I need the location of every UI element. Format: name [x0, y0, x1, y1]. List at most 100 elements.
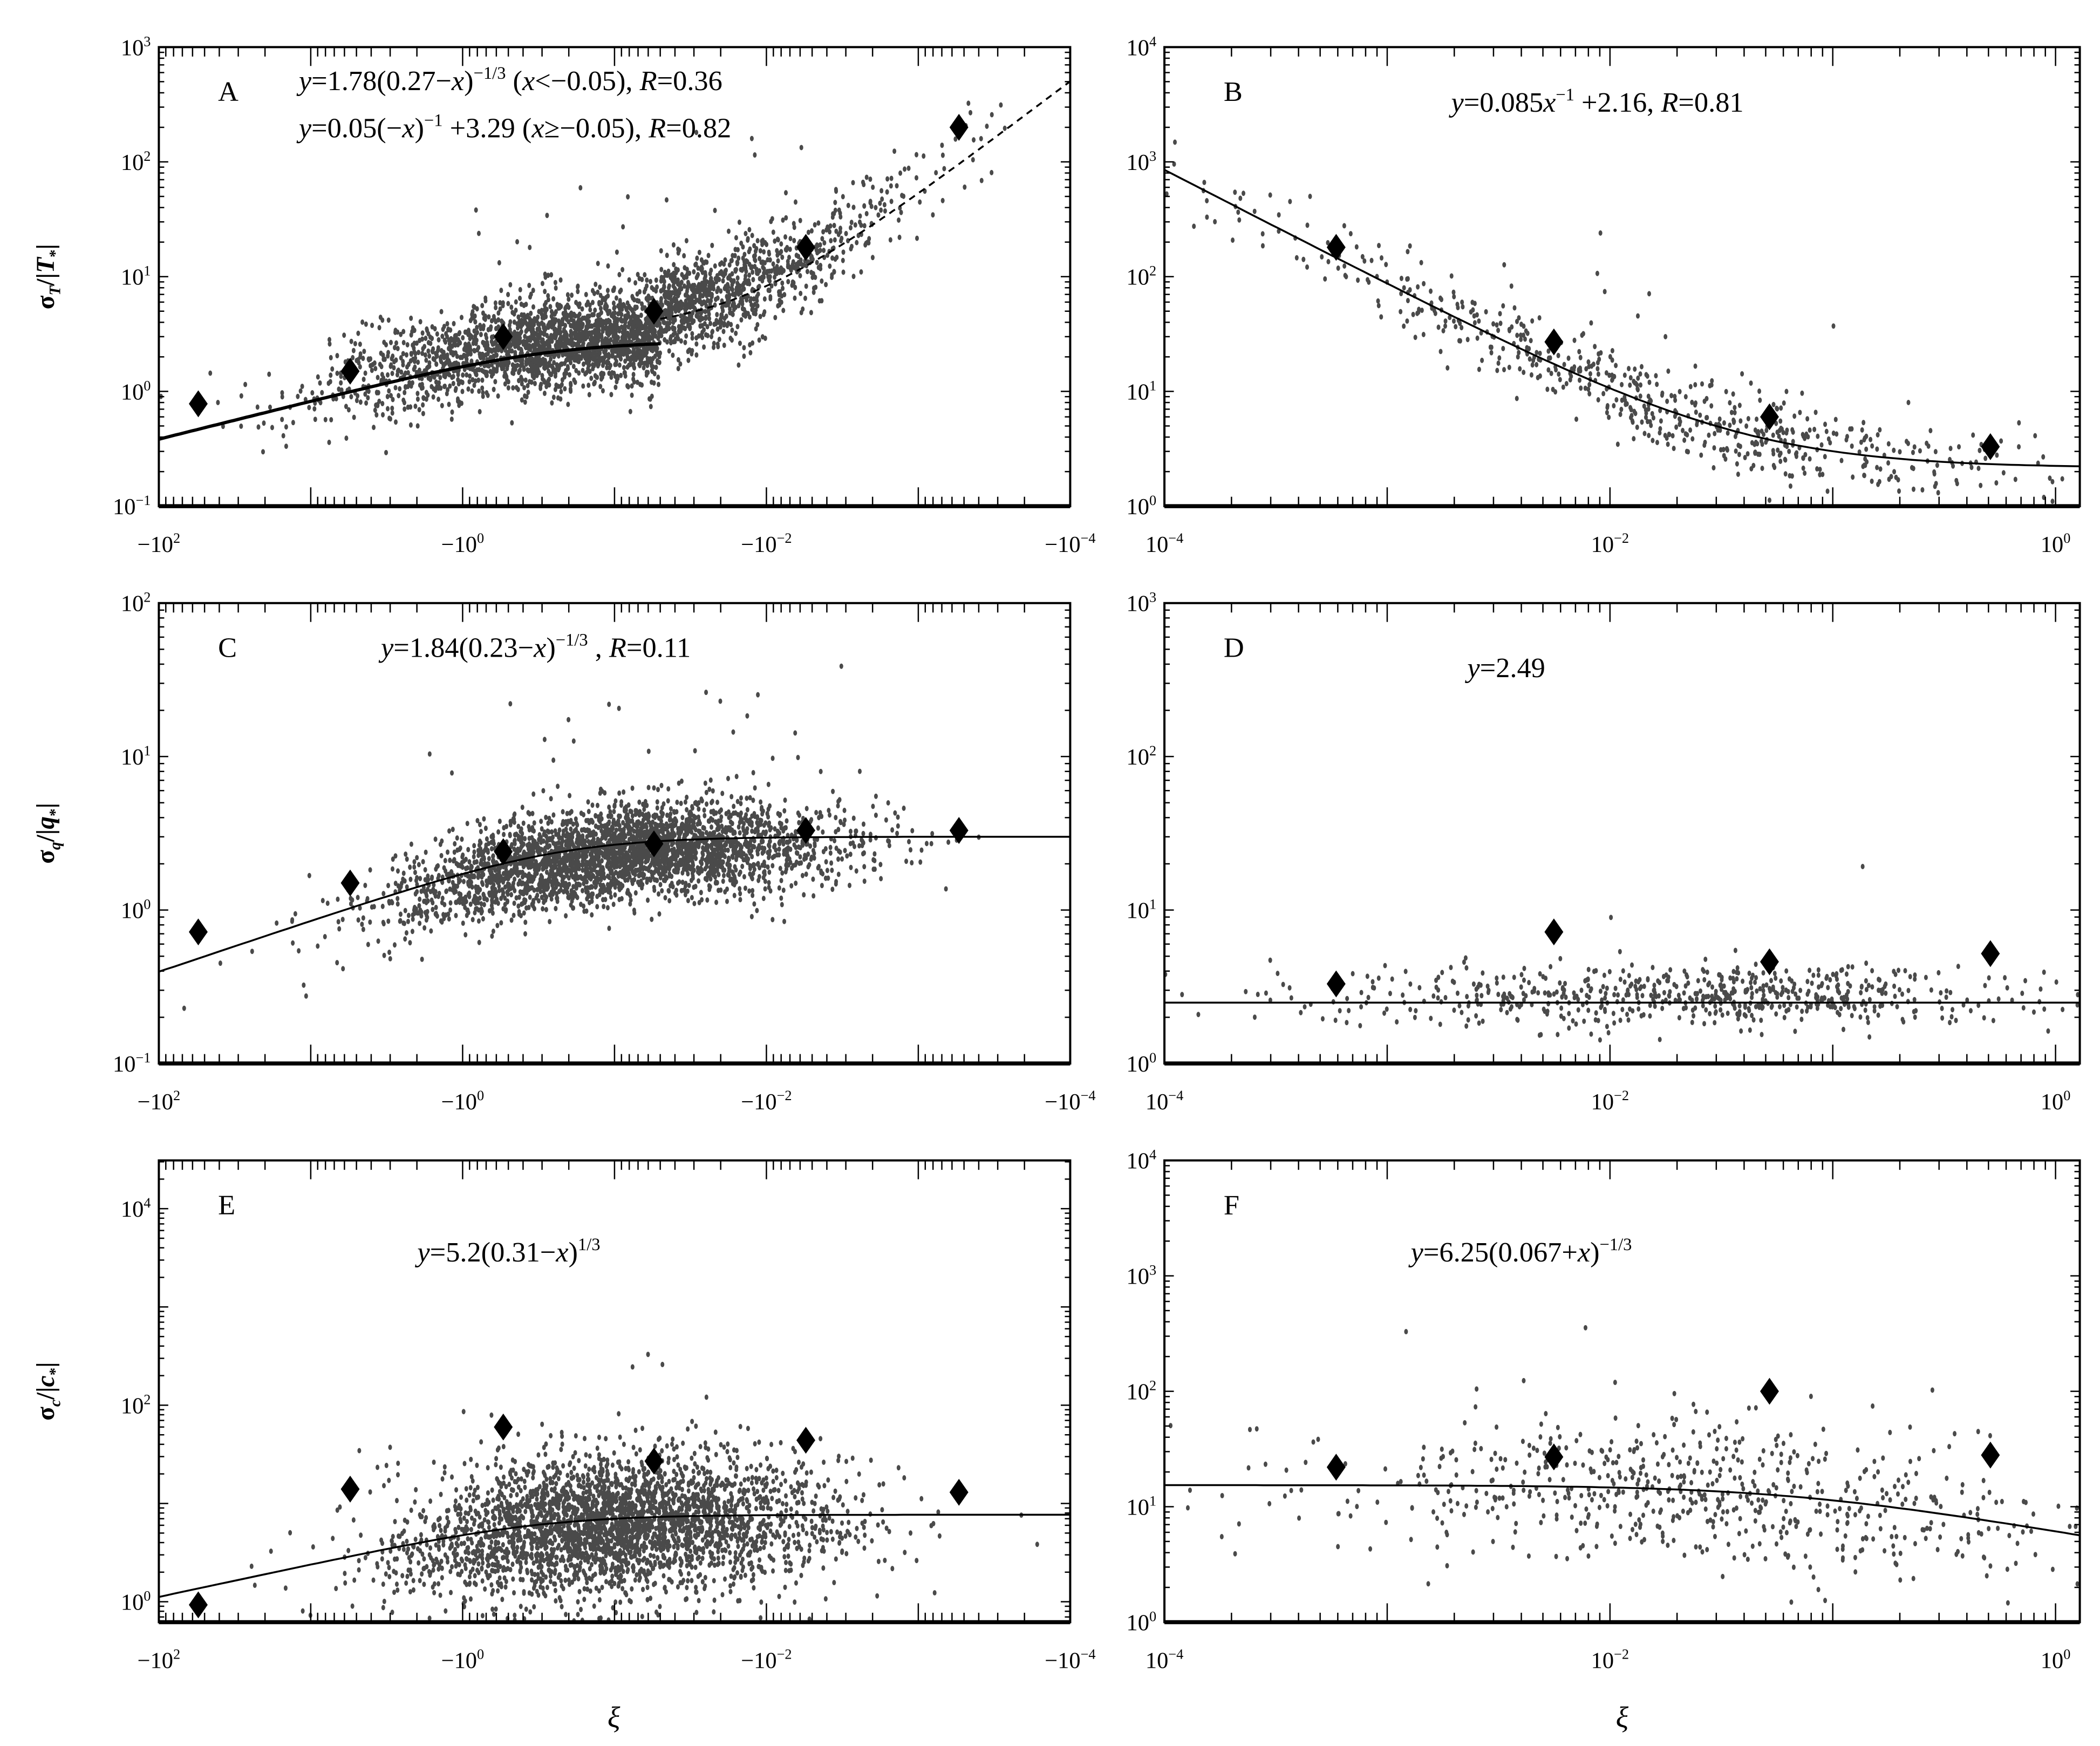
data-point	[358, 341, 362, 347]
data-point	[512, 319, 516, 325]
data-point	[731, 291, 735, 297]
y-tick-label: 100	[121, 378, 151, 405]
bin-mean-diamond	[340, 358, 360, 385]
data-point	[403, 384, 407, 390]
data-point	[556, 353, 561, 359]
data-point	[1472, 313, 1476, 319]
data-point	[1812, 426, 1817, 432]
data-point	[468, 373, 472, 379]
data-point	[895, 183, 899, 189]
data-point	[645, 346, 650, 352]
data-point	[669, 297, 673, 303]
data-point	[1634, 380, 1638, 386]
data-point	[613, 798, 618, 804]
data-point	[727, 294, 731, 300]
data-point	[595, 374, 599, 380]
data-point	[426, 348, 431, 354]
data-point	[1776, 447, 1780, 453]
data-point	[453, 387, 458, 393]
data-point	[485, 346, 489, 352]
data-point	[747, 249, 751, 255]
data-point	[463, 329, 467, 335]
data-point	[1733, 410, 1737, 415]
data-point	[700, 316, 705, 322]
data-point	[560, 336, 564, 342]
data-point	[730, 282, 734, 288]
data-point	[434, 361, 439, 367]
data-point	[467, 379, 472, 385]
data-point	[1651, 438, 1655, 444]
data-point	[350, 897, 354, 903]
data-point	[635, 356, 639, 362]
data-point	[816, 220, 821, 226]
data-point	[310, 390, 315, 396]
data-point	[706, 253, 711, 258]
data-point	[862, 203, 867, 209]
data-point	[380, 317, 385, 323]
data-point	[862, 223, 867, 229]
data-point	[1205, 214, 1209, 220]
data-point	[569, 388, 573, 394]
data-point	[307, 872, 311, 878]
data-point	[515, 239, 520, 245]
data-point	[1587, 391, 1592, 397]
data-point	[520, 377, 524, 383]
data-point	[782, 292, 787, 298]
data-point	[1620, 381, 1624, 387]
data-point	[889, 199, 894, 204]
data-point	[474, 207, 478, 213]
data-point	[931, 212, 935, 218]
data-point	[366, 942, 370, 947]
data-point	[639, 324, 644, 330]
data-point	[458, 354, 462, 360]
data-point	[1618, 411, 1622, 417]
data-point	[750, 306, 754, 312]
y-axis-label: σT/|T*|	[32, 244, 64, 309]
data-point	[771, 863, 775, 869]
data-point	[858, 213, 862, 219]
data-point	[668, 815, 672, 821]
data-point	[1821, 472, 1825, 478]
data-point	[659, 298, 663, 304]
data-point	[769, 268, 774, 274]
data-point	[787, 255, 791, 261]
data-point	[1470, 299, 1475, 305]
data-point	[724, 268, 728, 273]
data-point	[1523, 336, 1527, 342]
data-point	[336, 919, 340, 925]
data-point	[1777, 433, 1781, 439]
data-point	[710, 291, 714, 297]
data-point	[726, 288, 731, 294]
data-point	[868, 199, 872, 204]
data-point	[693, 748, 697, 754]
data-point	[567, 304, 571, 310]
data-point	[753, 152, 757, 158]
data-point	[605, 340, 610, 346]
data-point	[694, 341, 699, 347]
data-point	[544, 306, 549, 312]
data-point	[523, 919, 528, 925]
data-point	[768, 278, 772, 284]
data-point	[617, 271, 622, 277]
data-point	[1703, 439, 1707, 445]
data-point	[520, 381, 524, 387]
data-point	[712, 286, 716, 292]
data-point	[550, 338, 554, 344]
data-point	[390, 371, 394, 377]
data-point	[418, 319, 422, 325]
data-point	[326, 380, 331, 386]
data-point	[445, 321, 449, 327]
data-point	[599, 376, 603, 382]
data-point	[596, 289, 600, 295]
data-point	[546, 378, 550, 384]
data-point	[1878, 427, 1882, 433]
data-point	[613, 892, 617, 898]
data-point	[452, 320, 456, 326]
data-point	[559, 388, 563, 394]
data-point	[422, 344, 427, 350]
data-point	[507, 323, 512, 329]
data-point	[798, 261, 802, 267]
data-point	[1546, 355, 1551, 361]
data-point	[1405, 318, 1409, 324]
data-point	[1753, 441, 1757, 447]
